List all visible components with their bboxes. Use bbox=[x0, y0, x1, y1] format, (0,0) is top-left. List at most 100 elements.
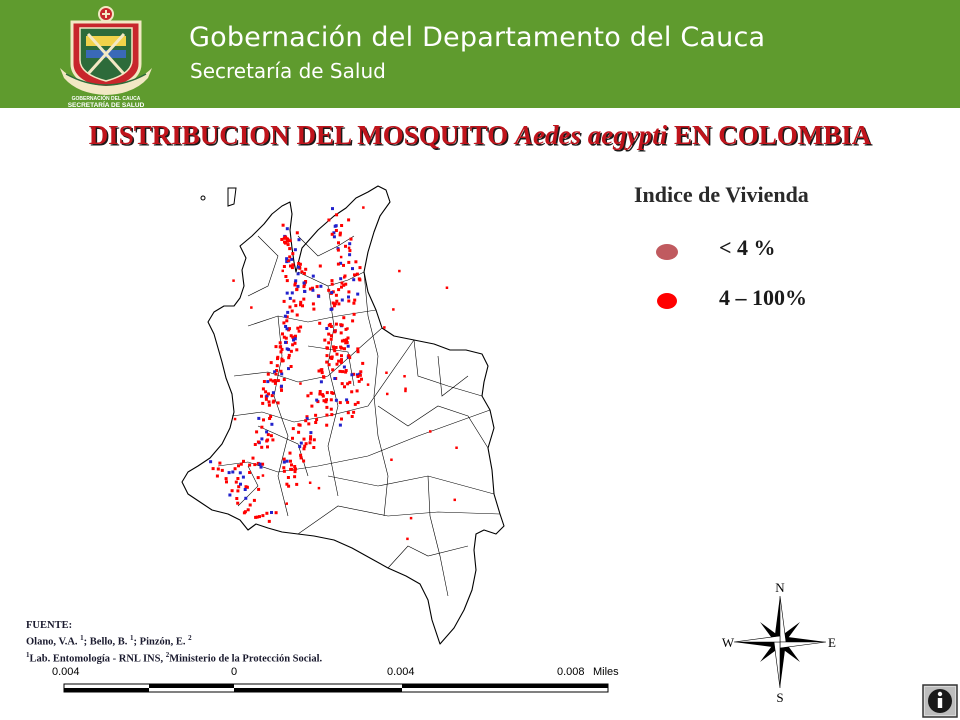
map-marker bbox=[333, 377, 337, 380]
map-marker bbox=[329, 398, 333, 402]
map-marker bbox=[340, 281, 344, 285]
map-marker bbox=[325, 405, 329, 409]
map-marker bbox=[232, 279, 235, 282]
map-marker bbox=[383, 326, 386, 329]
map-marker bbox=[287, 356, 291, 360]
map-marker bbox=[311, 288, 315, 292]
map-marker bbox=[340, 285, 343, 289]
map-marker bbox=[295, 231, 299, 235]
map-marker bbox=[445, 286, 449, 289]
map-marker bbox=[334, 229, 338, 232]
map-marker bbox=[286, 259, 290, 263]
map-marker bbox=[341, 370, 345, 374]
map-marker bbox=[238, 471, 242, 475]
map-marker bbox=[335, 352, 339, 356]
aedes-aegypti-markers bbox=[209, 206, 458, 541]
map-marker bbox=[318, 390, 322, 393]
map-marker bbox=[262, 418, 265, 422]
map-marker bbox=[296, 265, 300, 269]
map-marker bbox=[359, 370, 363, 374]
map-marker bbox=[215, 474, 219, 478]
map-marker bbox=[281, 269, 284, 273]
map-marker bbox=[311, 274, 315, 278]
map-marker bbox=[282, 457, 286, 461]
map-marker bbox=[281, 223, 285, 227]
header-banner: GOBERNACIÓN DEL CAUCA SECRETARÍA DE SALU… bbox=[0, 0, 960, 108]
map-marker bbox=[335, 362, 339, 366]
compass-west: W bbox=[722, 635, 735, 650]
map-marker bbox=[329, 325, 333, 328]
map-marker bbox=[356, 375, 360, 378]
map-marker bbox=[302, 297, 306, 301]
map-marker bbox=[273, 379, 277, 382]
map-marker bbox=[279, 350, 283, 354]
map-marker bbox=[333, 349, 337, 353]
map-marker bbox=[283, 240, 286, 244]
map-marker bbox=[267, 400, 271, 404]
map-marker bbox=[309, 435, 313, 439]
map-marker bbox=[322, 375, 325, 379]
map-marker bbox=[262, 380, 266, 383]
map-marker bbox=[311, 302, 315, 306]
map-marker bbox=[355, 373, 359, 377]
map-marker bbox=[285, 327, 289, 331]
map-marker bbox=[256, 440, 260, 444]
map-marker bbox=[403, 375, 406, 378]
map-marker bbox=[282, 335, 286, 339]
map-marker bbox=[345, 338, 348, 342]
map-marker bbox=[293, 341, 297, 345]
map-marker bbox=[290, 309, 294, 313]
map-marker bbox=[329, 337, 333, 341]
map-marker bbox=[299, 300, 303, 304]
map-marker bbox=[386, 392, 389, 396]
map-marker bbox=[280, 388, 283, 392]
map-marker bbox=[338, 233, 342, 237]
scale-label-1: 0.004 bbox=[52, 666, 80, 678]
map-marker bbox=[291, 335, 295, 339]
info-button[interactable] bbox=[922, 684, 958, 718]
map-marker bbox=[260, 394, 263, 398]
map-marker bbox=[269, 361, 273, 365]
north-arrow-compass: N S E W bbox=[722, 580, 836, 704]
map-marker bbox=[261, 474, 265, 477]
map-marker bbox=[340, 224, 344, 227]
map-marker bbox=[285, 257, 289, 261]
map-marker bbox=[276, 357, 279, 361]
map-marker bbox=[280, 357, 284, 361]
map-marker bbox=[321, 394, 325, 398]
map-marker bbox=[291, 252, 295, 256]
map-marker bbox=[297, 238, 301, 242]
map-marker bbox=[346, 336, 350, 340]
scale-bar bbox=[63, 683, 609, 693]
map-marker bbox=[338, 231, 342, 235]
map-marker bbox=[293, 470, 297, 474]
map-marker bbox=[299, 325, 303, 329]
map-marker bbox=[334, 322, 338, 326]
map-marker bbox=[302, 271, 306, 275]
map-marker bbox=[297, 329, 301, 333]
map-marker bbox=[357, 379, 361, 383]
map-marker bbox=[310, 404, 314, 408]
map-marker bbox=[334, 293, 338, 297]
map-marker bbox=[319, 284, 323, 288]
map-marker bbox=[352, 410, 356, 414]
map-marker bbox=[245, 485, 249, 489]
map-marker bbox=[332, 347, 336, 351]
map-marker bbox=[325, 346, 329, 350]
author-2: ; Bello, B. bbox=[83, 636, 131, 648]
map-marker bbox=[339, 360, 343, 364]
map-marker bbox=[331, 301, 335, 305]
map-marker bbox=[320, 371, 324, 375]
map-marker bbox=[325, 413, 329, 417]
map-marker bbox=[347, 260, 351, 264]
source-citation: FUENTE: Olano, V.A. 1; Bello, B. 1; Pinz… bbox=[26, 619, 322, 665]
map-marker bbox=[288, 255, 292, 259]
map-marker bbox=[340, 298, 344, 302]
map-marker bbox=[251, 456, 255, 460]
map-marker bbox=[285, 482, 289, 486]
map-marker bbox=[260, 425, 264, 429]
colombia-municipality-map bbox=[181, 185, 505, 645]
map-marker bbox=[347, 218, 351, 222]
map-marker bbox=[274, 511, 278, 515]
map-marker bbox=[227, 471, 231, 475]
